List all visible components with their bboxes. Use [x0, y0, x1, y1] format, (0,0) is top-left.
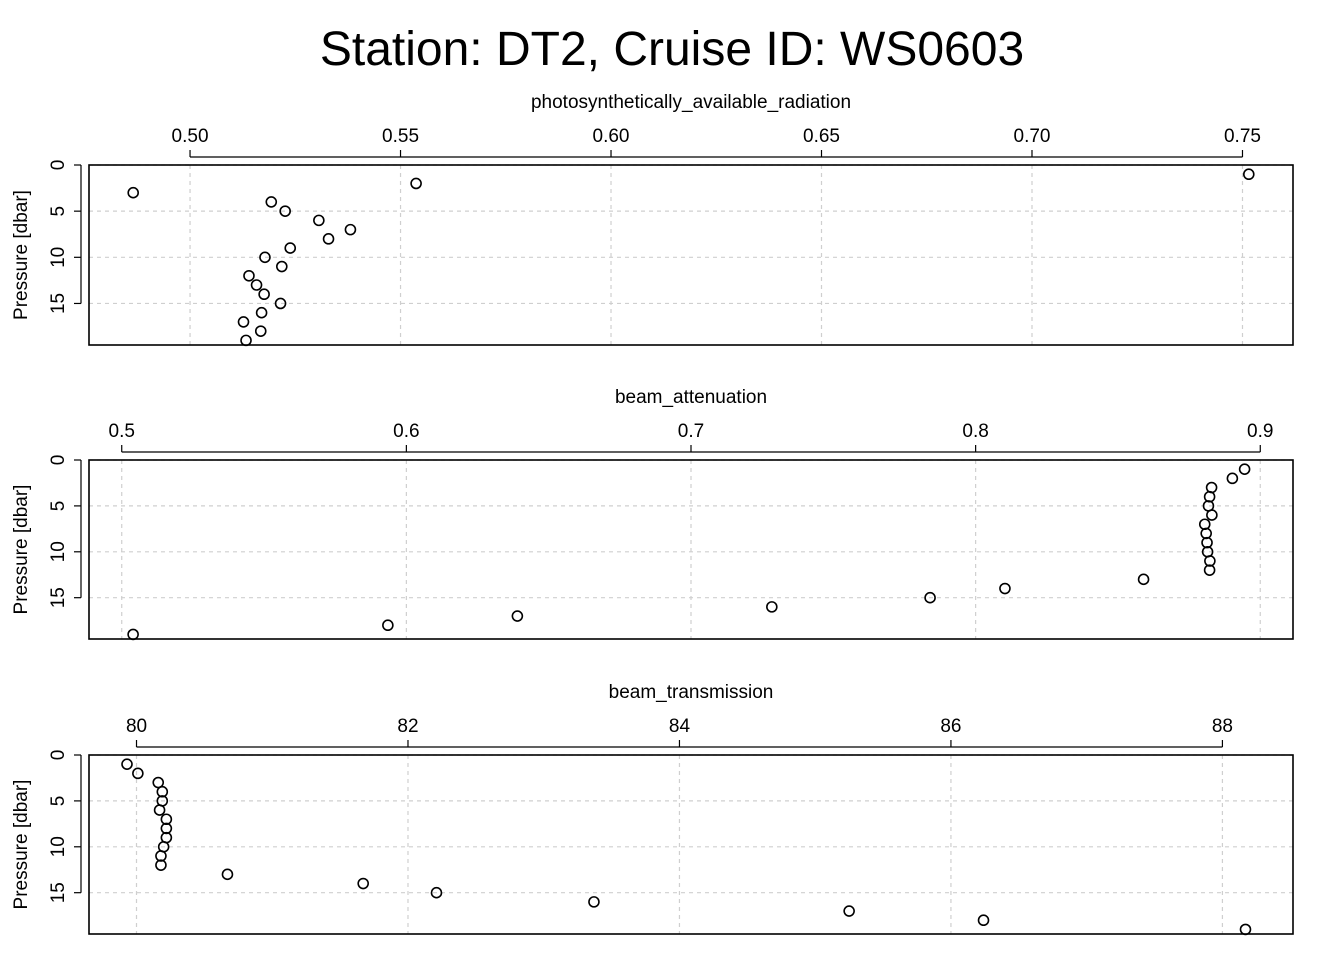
y-tick-label: 0	[48, 750, 69, 761]
data-point	[152, 776, 165, 789]
x-tick-label: 0.8	[962, 421, 988, 442]
data-point	[843, 905, 855, 917]
chart-title: Station: DT2, Cruise ID: WS0603	[319, 23, 1025, 76]
data-point	[1205, 481, 1218, 494]
x-tick-label: 0.75	[1224, 126, 1261, 147]
data-point	[1198, 518, 1211, 531]
data-point	[265, 196, 278, 208]
data-point	[344, 223, 357, 236]
data-point	[155, 859, 167, 871]
data-point	[1204, 555, 1216, 567]
data-point	[259, 251, 271, 264]
data-point	[240, 334, 252, 347]
data-point	[127, 186, 140, 199]
data-point	[1238, 463, 1251, 475]
y-axis-label: Pressure [dbar]	[11, 485, 32, 615]
y-tick-label: 10	[48, 247, 69, 268]
data-point	[258, 288, 270, 301]
data-point	[766, 601, 778, 613]
y-tick-label: 15	[48, 587, 69, 608]
x-tick-label: 0.50	[172, 126, 209, 147]
y-tick-label: 15	[48, 293, 69, 314]
data-point	[156, 785, 169, 798]
data-point	[160, 813, 173, 826]
x-tick-label: 0.65	[803, 126, 840, 147]
data-point	[511, 610, 524, 622]
data-point	[1206, 509, 1218, 521]
x-tick-label: 0.7	[678, 421, 704, 442]
y-axis-label: Pressure [dbar]	[11, 780, 32, 910]
x-axis-label: beam_attenuation	[615, 387, 767, 408]
plot-frame	[88, 459, 1294, 640]
data-point	[276, 260, 288, 273]
y-tick-label: 0	[48, 160, 69, 171]
y-tick-label: 10	[48, 541, 69, 562]
data-point	[127, 628, 139, 641]
data-point	[254, 325, 267, 337]
data-point	[1226, 472, 1239, 485]
data-point	[924, 591, 936, 604]
data-point	[322, 233, 335, 245]
data-point	[132, 767, 144, 780]
plot-1: 0.50 0.55 0.60 0.65 0.70 0.75 photosynthetical…	[11, 92, 1294, 347]
data-point	[977, 914, 990, 927]
x-tick-label: 0.60	[593, 126, 630, 147]
data-point	[274, 297, 287, 310]
data-point	[1203, 564, 1216, 576]
x-tick-label: 0.5	[109, 421, 135, 442]
data-point	[357, 877, 369, 890]
y-tick-label: 5	[48, 796, 69, 807]
x-tick-label: 80	[126, 716, 147, 737]
x-tick-label: 0.6	[393, 421, 419, 442]
x-tick-label: 84	[669, 716, 691, 737]
data-point	[1242, 168, 1255, 181]
data-point	[999, 582, 1011, 595]
plot-3: 80 82 84 86 88 beam_transmission 0 5 10 15 Pressur…	[11, 682, 1294, 936]
x-tick-label: 88	[1212, 716, 1233, 737]
data-point	[313, 214, 325, 227]
y-axis-label: Pressure [dbar]	[11, 190, 32, 320]
data-point	[1239, 923, 1252, 936]
x-tick-label: 0.55	[382, 126, 419, 147]
y-tick-label: 0	[48, 455, 69, 466]
data-point	[243, 269, 255, 282]
data-point	[284, 242, 297, 254]
plot-frame	[88, 754, 1294, 935]
y-tick-label: 15	[48, 882, 69, 903]
plot-frame	[88, 164, 1294, 346]
data-point	[250, 279, 263, 291]
x-tick-label: 0.70	[1014, 126, 1051, 147]
data-point	[153, 804, 166, 816]
y-tick-label: 5	[48, 501, 69, 512]
plot-2: 0.5 0.6 0.7 0.8 0.9 beam_attenuation 0 5 10 15 Pre…	[11, 387, 1294, 641]
data-point	[279, 205, 291, 217]
data-point	[155, 850, 167, 862]
data-point	[221, 868, 234, 881]
y-tick-label: 5	[48, 206, 69, 217]
data-point	[410, 177, 422, 190]
x-tick-label: 82	[397, 716, 418, 737]
data-point	[382, 619, 394, 632]
x-axis-label: photosynthetically_available_radiation	[531, 92, 851, 113]
x-tick-label: 86	[940, 716, 961, 737]
x-axis-label: beam_transmission	[609, 682, 774, 703]
data-point	[255, 306, 268, 319]
data-point	[237, 316, 250, 328]
data-point	[121, 758, 133, 770]
data-point	[588, 896, 600, 908]
y-tick-label: 10	[48, 836, 69, 857]
x-tick-label: 0.9	[1247, 421, 1273, 442]
data-point	[160, 822, 173, 835]
data-point	[430, 886, 443, 899]
data-point	[1137, 573, 1150, 586]
